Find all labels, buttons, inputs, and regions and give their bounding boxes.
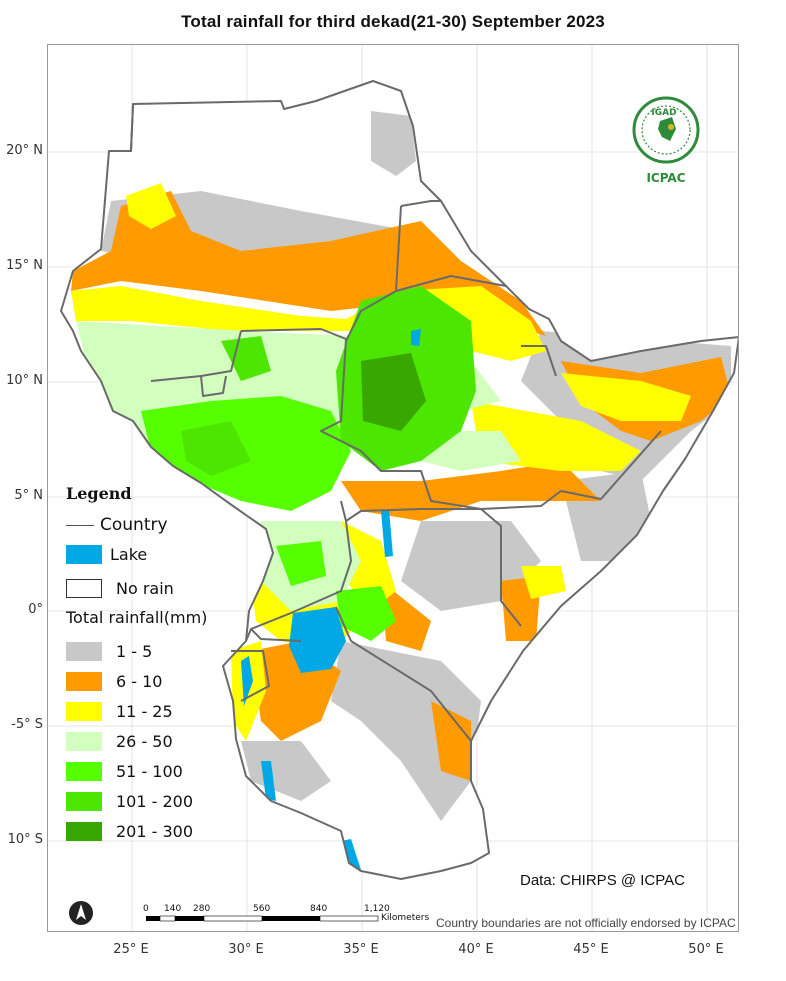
legend-class-4: 26 - 50 <box>66 732 173 751</box>
lon-label-30e: 30° E <box>228 942 264 957</box>
class-3-label: 11 - 25 <box>116 702 173 721</box>
legend-class-6: 101 - 200 <box>66 792 193 811</box>
lat-label-20n: 20° N <box>6 143 43 158</box>
lat-label-15n: 15° N <box>6 258 43 273</box>
class-6-swatch <box>66 792 102 811</box>
map-title: Total rainfall for third dekad(21-30) Se… <box>181 12 605 31</box>
rainfall-map <box>48 45 738 931</box>
legend-no-rain-label: No rain <box>116 579 174 598</box>
data-credit: Data: CHIRPS @ ICPAC <box>520 872 685 889</box>
disclaimer: Country boundaries are not officially en… <box>436 916 736 930</box>
country-line-symbol <box>66 524 94 526</box>
lat-label-0: 0° <box>28 602 43 617</box>
legend-no-rain: No rain <box>66 579 174 598</box>
lon-label-45e: 45° E <box>573 942 609 957</box>
class-4-swatch <box>66 732 102 751</box>
legend-class-5: 51 - 100 <box>66 762 183 781</box>
scale-tick-560: 560 <box>253 904 271 914</box>
map-frame <box>47 44 739 932</box>
legend-title: Legend <box>66 484 132 503</box>
scale-tick-1120: 1,120 <box>364 904 390 914</box>
lon-label-25e: 25° E <box>113 942 149 957</box>
scale-tick-840: 840 <box>310 904 328 914</box>
legend-country-label: Country <box>100 515 168 535</box>
logo-icpac-text: ICPAC <box>646 171 686 185</box>
scale-unit: Kilometers <box>381 913 430 923</box>
class-6-label: 101 - 200 <box>116 792 194 811</box>
lake-swatch <box>66 545 102 564</box>
class-7-label: 201 - 300 <box>116 822 194 841</box>
legend-country: Country <box>66 515 168 535</box>
class-1-swatch <box>66 642 102 661</box>
legend-lake-label: Lake <box>110 545 148 564</box>
class-2-swatch <box>66 672 102 691</box>
no-rain-swatch <box>66 579 102 598</box>
class-5-swatch <box>66 762 102 781</box>
legend: Legend Country Lake No rain Total rainfa… <box>66 484 236 841</box>
legend-class-7: 201 - 300 <box>66 822 193 841</box>
lon-label-35e: 35° E <box>343 942 379 957</box>
class-5-label: 51 - 100 <box>116 762 183 781</box>
legend-class-3: 11 - 25 <box>66 702 173 721</box>
class-1-label: 1 - 5 <box>116 642 153 661</box>
lon-label-40e: 40° E <box>458 942 494 957</box>
lat-label-10s: 10° S <box>7 832 43 847</box>
igad-icpac-logo: IGAD ICPAC <box>628 95 704 191</box>
class-2-label: 6 - 10 <box>116 672 163 691</box>
class-4-label: 26 - 50 <box>116 732 173 751</box>
scale-tick-140: 140 <box>164 904 182 914</box>
lat-label-10n: 10° N <box>6 373 43 388</box>
scale-tick-0: 0 <box>143 904 149 914</box>
lake-victoria <box>289 607 346 673</box>
igad-emblem-icon <box>632 96 700 164</box>
lon-label-50e: 50° E <box>688 942 724 957</box>
scale-tick-280: 280 <box>193 904 211 914</box>
class-3-swatch <box>66 702 102 721</box>
country-boundaries <box>60 80 738 880</box>
lat-label-5s: -5° S <box>11 717 43 732</box>
logo-igad-text: IGAD <box>651 108 677 118</box>
lat-label-5n: 5° N <box>14 488 43 503</box>
class-7-swatch <box>66 822 102 841</box>
legend-class-2: 6 - 10 <box>66 672 162 691</box>
rainfall-zones <box>71 111 731 877</box>
scale-bar-graphic <box>146 915 379 922</box>
legend-class-1: 1 - 5 <box>66 642 152 661</box>
legend-rainfall-title: Total rainfall(mm) <box>66 608 208 627</box>
legend-lake: Lake <box>66 545 147 564</box>
north-arrow-icon <box>68 900 94 930</box>
